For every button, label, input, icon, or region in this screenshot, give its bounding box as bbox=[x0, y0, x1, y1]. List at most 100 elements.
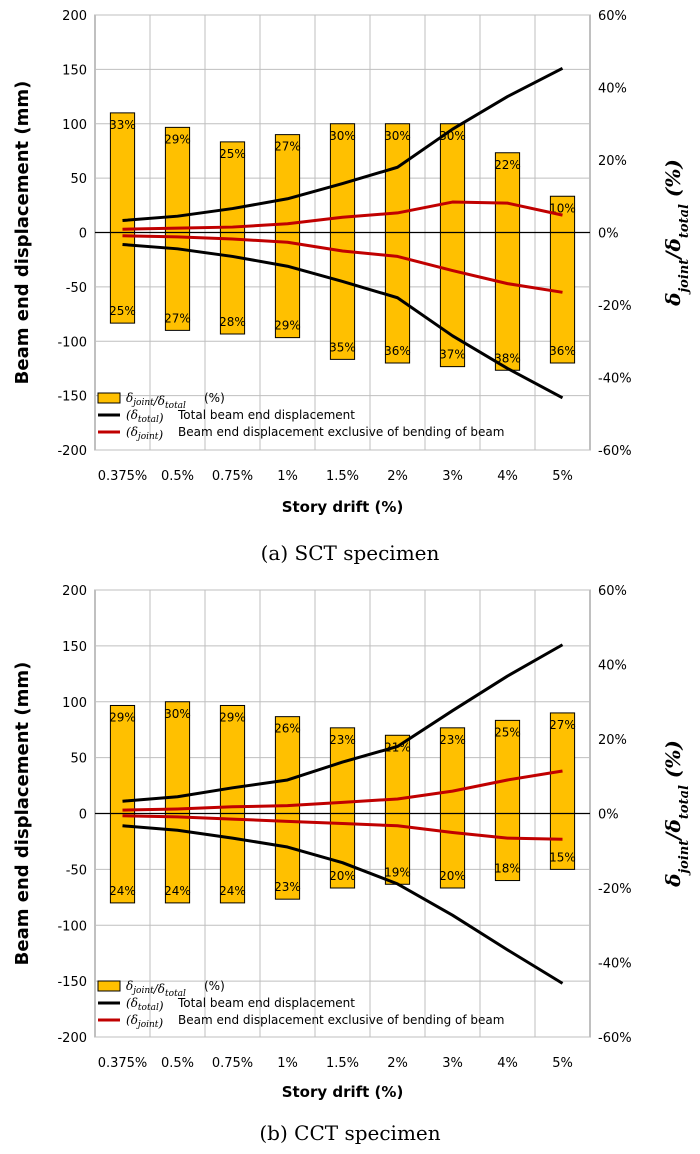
legend-label: Beam end displacement exclusive of bendi… bbox=[178, 1013, 504, 1027]
legend-label: Total beam end displacement bbox=[177, 996, 355, 1010]
bar-data-label: 36% bbox=[384, 344, 411, 358]
chart-panel-cct: 200 150 100 50 0 -50 -100 -150 -200 60% 40% 20% 0% -2… bbox=[12, 584, 692, 1145]
x-tick-label: 0.5% bbox=[161, 1056, 194, 1071]
bar-positive bbox=[329, 727, 356, 815]
x-tick-label: 2% bbox=[387, 469, 408, 484]
bar-data-label: 37% bbox=[439, 348, 466, 362]
bar-negative bbox=[219, 232, 246, 335]
bar-positive bbox=[274, 716, 301, 815]
legend-label: Beam end displacement exclusive of bendi… bbox=[178, 425, 504, 439]
y-tick-label: 50 bbox=[70, 752, 87, 767]
x-tick-label: 1.5% bbox=[326, 1056, 359, 1071]
bar-data-label: 22% bbox=[494, 158, 521, 172]
y2-tick-label: 40% bbox=[598, 82, 627, 97]
bar-negative bbox=[494, 232, 521, 371]
x-tick-label: 1% bbox=[277, 469, 298, 484]
bar-data-label: 28% bbox=[219, 315, 246, 329]
x-tick-label: 1% bbox=[277, 1056, 298, 1071]
legend-label: Total beam end displacement bbox=[177, 408, 355, 422]
x-tick-label: 3% bbox=[442, 1056, 463, 1071]
y-tick-label: 0 bbox=[79, 227, 87, 242]
bar-data-label: 24% bbox=[109, 884, 136, 898]
y2-tick-label: 60% bbox=[598, 9, 627, 24]
y2-tick-label: -40% bbox=[598, 957, 632, 972]
y-tick-label: 200 bbox=[62, 584, 87, 599]
bar-data-label: 29% bbox=[219, 710, 246, 724]
bar-positive bbox=[219, 141, 246, 233]
bar-data-label: 27% bbox=[274, 140, 301, 154]
legend-symbol: δjoint/δtotal bbox=[126, 391, 186, 411]
legend-swatch-bar bbox=[97, 392, 121, 404]
legend-swatch-bar bbox=[97, 980, 121, 992]
bar-data-label: 33% bbox=[109, 118, 136, 132]
legend-symbol: (δtotal) bbox=[126, 996, 164, 1013]
bar-data-label: 25% bbox=[109, 304, 136, 318]
x-tick-label: 3% bbox=[442, 469, 463, 484]
series-line-total bbox=[122, 643, 564, 803]
series-line-joint bbox=[122, 234, 563, 294]
y2-axis-title: δjoint/δtotal (%) bbox=[661, 159, 692, 307]
y-tick-label: -150 bbox=[57, 975, 87, 990]
x-tick-label: 5% bbox=[552, 1056, 573, 1071]
x-tick-label: 4% bbox=[497, 469, 518, 484]
y2-tick-label: -20% bbox=[598, 882, 632, 897]
bar-data-label: 23% bbox=[274, 880, 301, 894]
bar-data-label: 24% bbox=[164, 884, 191, 898]
figure-caption: (b) CCT specimen bbox=[259, 1121, 440, 1145]
y-axis-title: Beam end displacement (mm) bbox=[12, 662, 33, 966]
x-tick-label: 1.5% bbox=[326, 469, 359, 484]
x-tick-label: 0.75% bbox=[212, 1056, 253, 1071]
series-line-total bbox=[122, 824, 564, 985]
y2-tick-label: -60% bbox=[598, 444, 632, 459]
series-line-total bbox=[122, 242, 564, 400]
bar-data-label: 29% bbox=[274, 319, 301, 333]
x-tick-label: 0.375% bbox=[98, 469, 148, 484]
bar-data-label: 38% bbox=[494, 351, 521, 365]
bar-data-label: 35% bbox=[329, 340, 356, 354]
y2-tick-label: -40% bbox=[598, 372, 632, 387]
series-line-joint bbox=[122, 200, 563, 231]
y-tick-label: -200 bbox=[57, 1031, 87, 1046]
x-tick-label: 4% bbox=[497, 1056, 518, 1071]
bar-data-label: 29% bbox=[109, 710, 136, 724]
legend-label: (%) bbox=[204, 979, 225, 993]
bar-negative bbox=[549, 232, 576, 364]
y2-tick-label: -20% bbox=[598, 299, 632, 314]
bar-data-label: 24% bbox=[219, 884, 246, 898]
y-tick-label: -100 bbox=[57, 335, 87, 350]
bar-data-label: 26% bbox=[274, 722, 301, 736]
y2-tick-label: 20% bbox=[598, 154, 627, 169]
legend-label: (%) bbox=[204, 391, 225, 405]
y2-tick-label: -60% bbox=[598, 1031, 632, 1046]
x-tick-label: 0.5% bbox=[161, 469, 194, 484]
bar-negative bbox=[219, 813, 246, 904]
bar-positive bbox=[109, 112, 136, 233]
y-tick-label: 100 bbox=[62, 696, 87, 711]
y2-tick-label: 40% bbox=[598, 659, 627, 674]
y2-tick-label: 0% bbox=[598, 227, 619, 242]
bar-data-label: 30% bbox=[329, 129, 356, 143]
y-tick-label: 0 bbox=[79, 808, 87, 823]
legend-symbol: (δjoint) bbox=[126, 425, 163, 442]
series-line-joint bbox=[122, 814, 563, 841]
bar-data-label: 20% bbox=[329, 869, 356, 883]
y2-axis-title: δjoint/δtotal (%) bbox=[661, 740, 692, 888]
bar-data-label: 30% bbox=[384, 129, 411, 143]
bar-data-label: 27% bbox=[549, 718, 576, 732]
bar-negative bbox=[329, 232, 356, 360]
y-tick-label: -50 bbox=[66, 281, 87, 296]
x-tick-label: 0.75% bbox=[212, 469, 253, 484]
legend-symbol: (δjoint) bbox=[126, 1013, 163, 1030]
bar-data-label: 20% bbox=[439, 869, 466, 883]
bar-data-label: 15% bbox=[549, 850, 576, 864]
x-tick-label: 0.375% bbox=[98, 1056, 148, 1071]
bar-data-label: 23% bbox=[329, 733, 356, 747]
bar-positive bbox=[549, 712, 576, 814]
y2-tick-label: 0% bbox=[598, 808, 619, 823]
bar-data-label: 23% bbox=[439, 733, 466, 747]
y-tick-label: 200 bbox=[62, 9, 87, 24]
bar-positive bbox=[329, 123, 356, 233]
x-axis-title: Story drift (%) bbox=[282, 498, 404, 516]
bar-positive bbox=[439, 123, 466, 233]
